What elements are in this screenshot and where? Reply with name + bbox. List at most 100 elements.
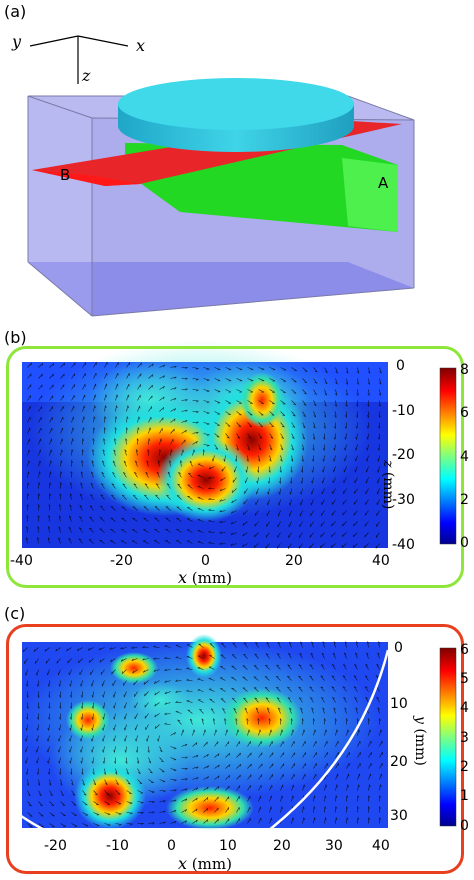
velocity-arrow-head bbox=[130, 823, 133, 826]
velocity-arrow-head bbox=[197, 678, 201, 680]
velocity-arrow bbox=[148, 779, 154, 783]
velocity-arrow-head bbox=[300, 707, 303, 710]
velocity-arrow bbox=[144, 702, 149, 708]
velocity-arrow bbox=[170, 757, 177, 760]
velocity-arrow bbox=[92, 713, 94, 720]
velocity-arrow-head bbox=[26, 706, 29, 709]
velocity-arrow-head bbox=[41, 363, 43, 366]
velocity-arrow-head bbox=[314, 729, 316, 733]
velocity-arrow bbox=[313, 763, 317, 769]
velocity-arrow-head bbox=[114, 438, 117, 441]
velocity-arrow-head bbox=[381, 773, 383, 777]
panel-b-ylabel: z (mm) bbox=[380, 460, 396, 509]
velocity-arrow bbox=[170, 789, 177, 791]
velocity-arrow bbox=[280, 729, 283, 736]
velocity-arrow bbox=[355, 466, 358, 473]
velocity-arrow bbox=[60, 406, 64, 412]
velocity-arrow bbox=[366, 477, 369, 484]
velocity-arrow bbox=[165, 506, 171, 511]
velocity-arrow bbox=[208, 542, 215, 544]
velocity-arrow bbox=[258, 774, 263, 780]
velocity-arrow bbox=[26, 537, 28, 544]
velocity-arrow bbox=[143, 680, 149, 685]
velocity-arrow bbox=[181, 449, 184, 456]
velocity-arrow-head bbox=[133, 483, 137, 486]
velocity-arrow bbox=[159, 396, 165, 401]
velocity-arrow-head bbox=[313, 415, 316, 418]
velocity-arrow bbox=[313, 400, 317, 406]
velocity-arrow bbox=[269, 367, 276, 370]
velocity-arrow bbox=[137, 362, 142, 368]
velocity-arrow-head bbox=[33, 649, 36, 652]
velocity-arrow bbox=[155, 483, 160, 489]
velocity-arrow-head bbox=[102, 727, 104, 731]
velocity-arrow bbox=[378, 455, 380, 462]
velocity-arrow-head bbox=[325, 817, 327, 820]
velocity-arrow bbox=[269, 389, 275, 393]
velocity-arrow bbox=[203, 378, 210, 381]
velocity-arrow bbox=[258, 389, 265, 393]
velocity-arrow bbox=[324, 389, 327, 396]
velocity-arrow-head bbox=[335, 371, 338, 374]
velocity-arrow-head bbox=[270, 729, 272, 733]
velocity-arrow bbox=[313, 411, 317, 418]
velocity-arrow bbox=[258, 367, 265, 370]
velocity-arrow-head bbox=[47, 537, 51, 540]
velocity-arrow bbox=[159, 438, 162, 445]
velocity-arrow-head bbox=[255, 707, 259, 710]
velocity-arrow-head bbox=[219, 488, 222, 492]
velocity-arrow bbox=[357, 763, 361, 769]
velocity-arrow-head bbox=[166, 483, 170, 485]
velocity-arrow-head bbox=[215, 729, 217, 733]
panel-a-label: (a) bbox=[4, 2, 27, 21]
velocity-arrow bbox=[345, 433, 347, 440]
velocity-arrow bbox=[137, 405, 140, 412]
velocity-arrow bbox=[135, 724, 138, 731]
velocity-arrow bbox=[269, 455, 272, 462]
velocity-arrow bbox=[101, 472, 105, 478]
velocity-arrow-head bbox=[145, 471, 148, 474]
velocity-arrow-head bbox=[174, 397, 177, 401]
velocity-arrow-head bbox=[142, 646, 145, 648]
velocity-arrow bbox=[280, 378, 286, 382]
xtick: 10 bbox=[219, 838, 237, 854]
velocity-arrow bbox=[27, 790, 31, 796]
velocity-arrow bbox=[181, 429, 187, 434]
velocity-arrow bbox=[90, 494, 94, 500]
velocity-arrow-head bbox=[112, 472, 115, 474]
velocity-arrow bbox=[353, 499, 358, 505]
velocity-arrow bbox=[112, 460, 116, 467]
velocity-arrow-head bbox=[80, 482, 83, 485]
velocity-arrow bbox=[110, 529, 116, 533]
velocity-arrow-head bbox=[190, 718, 193, 721]
velocity-arrow bbox=[203, 367, 210, 370]
velocity-arrow-head bbox=[239, 774, 241, 778]
velocity-arrow-head bbox=[365, 696, 368, 699]
velocity-arrow bbox=[192, 367, 199, 369]
velocity-arrow-head bbox=[224, 718, 227, 721]
velocity-arrow bbox=[310, 697, 314, 703]
velocity-arrow bbox=[356, 641, 358, 648]
velocity-arrow-head bbox=[346, 806, 349, 809]
velocity-arrow bbox=[230, 532, 237, 536]
velocity-arrow-head bbox=[380, 784, 382, 788]
velocity-arrow bbox=[242, 676, 248, 681]
velocity-arrow bbox=[197, 508, 204, 511]
velocity-arrow-head bbox=[135, 449, 139, 452]
velocity-arrow-head bbox=[125, 761, 128, 764]
velocity-arrow-head bbox=[141, 812, 144, 814]
velocity-arrow bbox=[104, 372, 108, 379]
velocity-arrow bbox=[302, 411, 306, 417]
velocity-arrow bbox=[132, 529, 138, 533]
velocity-arrow bbox=[133, 483, 138, 489]
velocity-arrow bbox=[335, 367, 338, 374]
velocity-arrow bbox=[320, 664, 325, 670]
velocity-arrow-head bbox=[344, 458, 346, 462]
velocity-arrow bbox=[299, 653, 303, 659]
ylabel-var: y bbox=[412, 716, 428, 724]
velocity-arrow bbox=[126, 362, 130, 368]
velocity-arrow-head bbox=[178, 472, 181, 474]
velocity-arrow-head bbox=[28, 794, 31, 797]
velocity-arrow-head bbox=[311, 491, 313, 495]
velocity-arrow bbox=[203, 400, 210, 403]
